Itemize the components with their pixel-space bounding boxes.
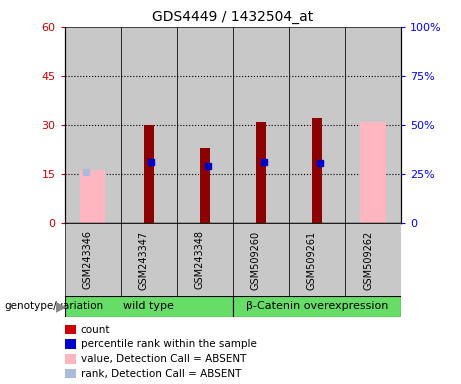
Bar [65, 27, 121, 223]
Text: GSM243346: GSM243346 [83, 230, 93, 290]
Bar [121, 223, 177, 300]
Bar [256, 121, 266, 223]
Bar [144, 125, 154, 223]
Bar [177, 27, 233, 223]
Text: genotype/variation: genotype/variation [5, 301, 104, 311]
Text: GSM243347: GSM243347 [139, 230, 148, 290]
Bar [65, 296, 233, 317]
Text: rank, Detection Call = ABSENT: rank, Detection Call = ABSENT [81, 369, 241, 379]
Bar [289, 223, 345, 300]
Text: GSM509261: GSM509261 [307, 230, 317, 290]
Bar [233, 27, 289, 223]
Text: percentile rank within the sample: percentile rank within the sample [81, 339, 257, 349]
Bar [361, 121, 386, 223]
Bar [200, 148, 210, 223]
Bar [80, 170, 105, 223]
Bar [312, 118, 322, 223]
Text: GSM509262: GSM509262 [363, 230, 373, 290]
Bar [345, 223, 401, 300]
Text: GSM509260: GSM509260 [251, 230, 261, 290]
Text: wild type: wild type [123, 301, 174, 311]
Bar [233, 223, 289, 300]
Bar [121, 27, 177, 223]
Text: count: count [81, 325, 110, 335]
Text: β-Catenin overexpression: β-Catenin overexpression [246, 301, 388, 311]
Title: GDS4449 / 1432504_at: GDS4449 / 1432504_at [152, 10, 313, 25]
Bar [345, 27, 401, 223]
Bar [233, 296, 401, 317]
Text: value, Detection Call = ABSENT: value, Detection Call = ABSENT [81, 354, 246, 364]
Bar [65, 223, 121, 300]
Bar [177, 223, 233, 300]
Text: ▶: ▶ [56, 300, 67, 313]
Bar [289, 27, 345, 223]
Text: GSM243348: GSM243348 [195, 230, 205, 290]
